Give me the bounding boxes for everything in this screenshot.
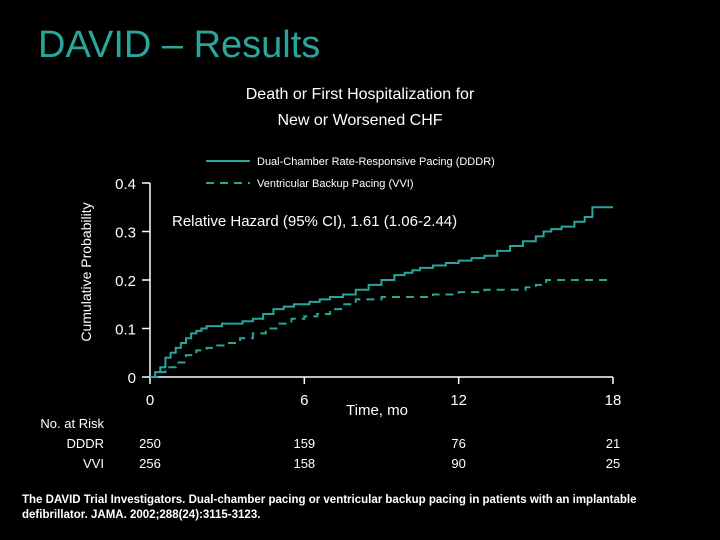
risk-row-label-vvi: VVI	[83, 456, 104, 471]
series-line-vvi	[150, 279, 613, 378]
risk-value-vvi: 90	[451, 456, 465, 471]
legend-label-vvi: Ventricular Backup Pacing (VVI)	[257, 178, 414, 190]
x-tick-label: 0	[146, 392, 154, 409]
x-tick-label: 18	[605, 392, 622, 409]
y-tick-label: 0.4	[115, 176, 136, 193]
x-axis-label: Time, mo	[346, 402, 408, 419]
y-tick-label: 0.2	[115, 273, 136, 290]
risk-value-dddr: 159	[293, 436, 315, 451]
series-line-dddr	[150, 206, 613, 378]
risk-table-header: No. at Risk	[40, 416, 104, 431]
y-axis-label: Cumulative Probability	[78, 202, 94, 341]
risk-value-vvi: 256	[139, 456, 161, 471]
risk-value-dddr: 21	[606, 436, 620, 451]
risk-value-dddr: 76	[451, 436, 465, 451]
risk-value-dddr: 250	[139, 436, 161, 451]
y-tick-label: 0.1	[115, 322, 136, 339]
y-tick-label: 0.3	[115, 225, 136, 242]
chart-title-line2: New or Worsened CHF	[277, 112, 443, 129]
citation: The DAVID Trial Investigators. Dual-cham…	[22, 494, 637, 521]
legend-label-dddr: Dual-Chamber Rate-Responsive Pacing (DDD…	[257, 156, 495, 168]
risk-value-vvi: 158	[293, 456, 315, 471]
slide-title: DAVID – Results	[38, 24, 321, 66]
risk-value-vvi: 25	[606, 456, 620, 471]
risk-row-label-dddr: DDDR	[66, 436, 104, 451]
x-tick-label: 12	[450, 392, 467, 409]
hazard-annotation: Relative Hazard (95% CI), 1.61 (1.06-2.4…	[172, 213, 457, 230]
y-tick-label: 0	[128, 370, 136, 387]
chart-title-line1: Death or First Hospitalization for	[245, 86, 475, 103]
x-tick-label: 6	[300, 392, 308, 409]
